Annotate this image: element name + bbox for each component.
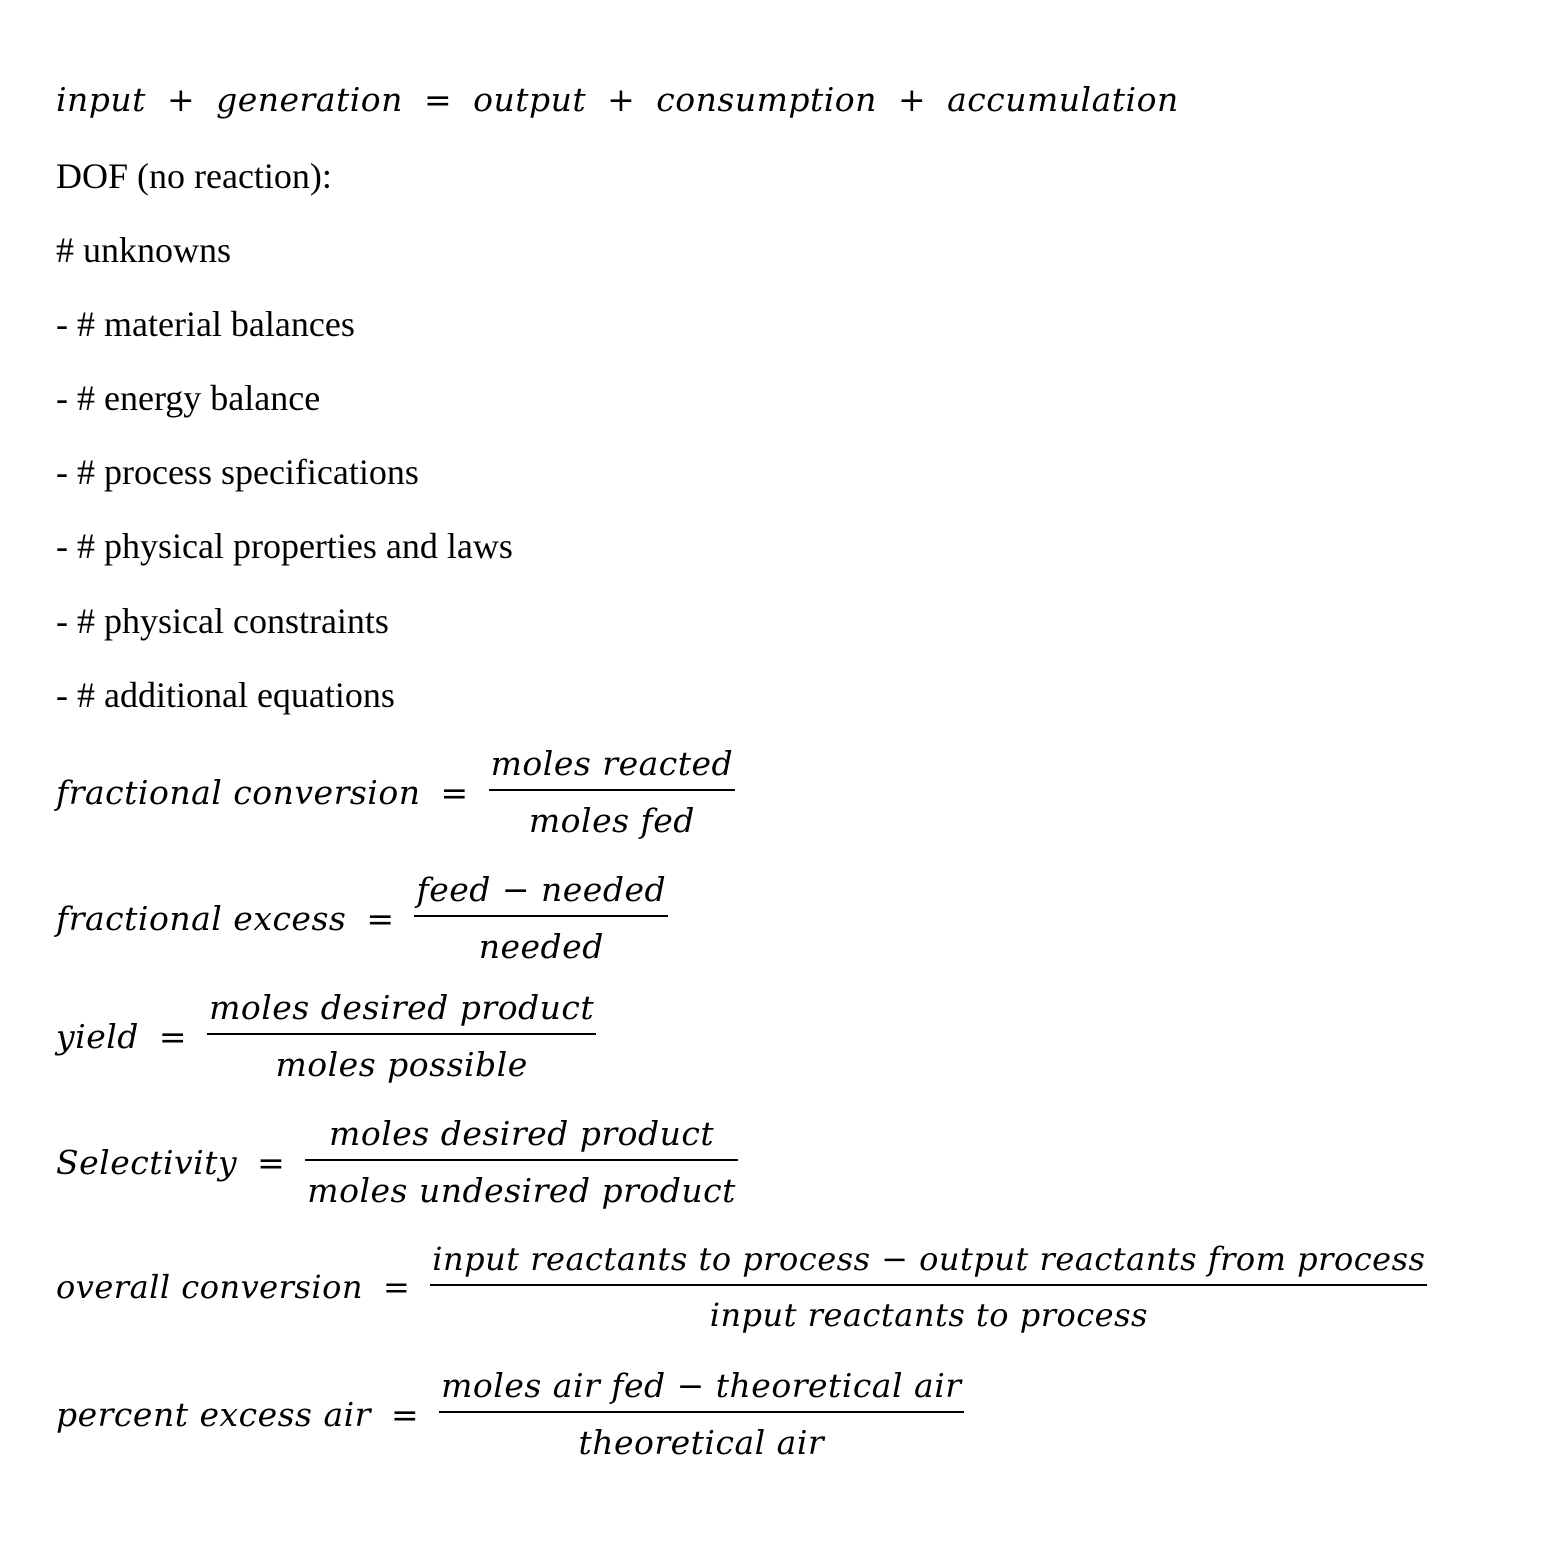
fractional-conversion-formula: fractional conversion = moles reacted mo… xyxy=(56,744,736,840)
dof-item: - # additional equations xyxy=(56,675,395,715)
fraction: moles reacted moles fed xyxy=(488,744,736,840)
equals-sign: = xyxy=(257,1142,286,1182)
fraction-numerator: feed − needed xyxy=(416,870,667,909)
dof-item: - # physical constraints xyxy=(56,601,389,641)
yield-formula: yield = moles desired product moles poss… xyxy=(56,988,597,1084)
equals-sign: = xyxy=(390,1394,420,1434)
fraction-bar xyxy=(488,789,736,791)
formula-lhs: overall conversion xyxy=(56,1268,363,1306)
fractional-excess-formula: fractional excess = feed − needed needed xyxy=(56,870,669,966)
fraction: moles desired product moles undesired pr… xyxy=(305,1114,738,1210)
fraction: moles desired product moles possible xyxy=(207,988,597,1084)
selectivity-formula: Selectivity = moles desired product mole… xyxy=(56,1114,738,1210)
formula-lhs: fractional conversion xyxy=(56,772,421,812)
equals-sign: = xyxy=(440,772,469,812)
plus-sign: + xyxy=(897,80,927,119)
equals-sign: = xyxy=(366,898,395,938)
fraction-denominator: moles possible xyxy=(275,1045,528,1084)
fraction-bar xyxy=(439,1411,964,1413)
plus-sign: + xyxy=(607,80,636,119)
dof-item: - # process specifications xyxy=(56,452,419,492)
dof-item: # unknowns xyxy=(56,230,232,270)
dof-item: - # material balances xyxy=(56,304,355,344)
overall-conversion-formula: overall conversion = input reactants to … xyxy=(56,1240,1428,1334)
equals-sign: = xyxy=(382,1268,411,1306)
dof-heading: DOF (no reaction): xyxy=(56,156,332,196)
fraction-numerator: moles air fed − theoretical air xyxy=(441,1366,962,1405)
fraction: feed − needed needed xyxy=(414,870,669,966)
fraction-numerator: moles desired product xyxy=(329,1114,715,1153)
equals-sign: = xyxy=(158,1016,188,1056)
equals-sign: = xyxy=(423,80,453,119)
term-output: output xyxy=(473,80,587,119)
fraction-denominator: input reactants to process xyxy=(709,1296,1148,1334)
term-consumption: consumption xyxy=(656,80,877,119)
formula-lhs: percent excess air xyxy=(56,1394,371,1434)
dof-item: - # energy balance xyxy=(56,378,321,418)
fraction: input reactants to process − output reac… xyxy=(430,1240,1428,1334)
fraction-bar xyxy=(430,1284,1428,1286)
fraction-numerator: moles desired product xyxy=(209,988,595,1027)
plus-sign: + xyxy=(166,80,196,119)
fraction-denominator: theoretical air xyxy=(578,1423,825,1462)
fraction-denominator: moles fed xyxy=(528,801,695,840)
fraction-numerator: input reactants to process − output reac… xyxy=(432,1240,1426,1278)
term-generation: generation xyxy=(216,80,403,119)
fraction-denominator: needed xyxy=(478,927,604,966)
fraction-denominator: moles undesired product xyxy=(307,1171,736,1210)
formula-lhs: fractional excess xyxy=(56,898,347,938)
formula-lhs: Selectivity xyxy=(56,1142,238,1182)
formula-lhs: yield xyxy=(56,1016,139,1056)
fraction-bar xyxy=(207,1033,597,1035)
percent-excess-air-formula: percent excess air = moles air fed − the… xyxy=(56,1366,964,1462)
fraction-bar xyxy=(305,1159,738,1161)
term-accumulation: accumulation xyxy=(947,80,1179,119)
dof-item: - # physical properties and laws xyxy=(56,526,513,566)
term-input: input xyxy=(56,80,146,119)
fraction-numerator: moles reacted xyxy=(490,744,734,783)
fraction: moles air fed − theoretical air theoreti… xyxy=(439,1366,964,1462)
general-balance-equation: input + generation = output + consumptio… xyxy=(56,80,1179,119)
fraction-bar xyxy=(414,915,669,917)
